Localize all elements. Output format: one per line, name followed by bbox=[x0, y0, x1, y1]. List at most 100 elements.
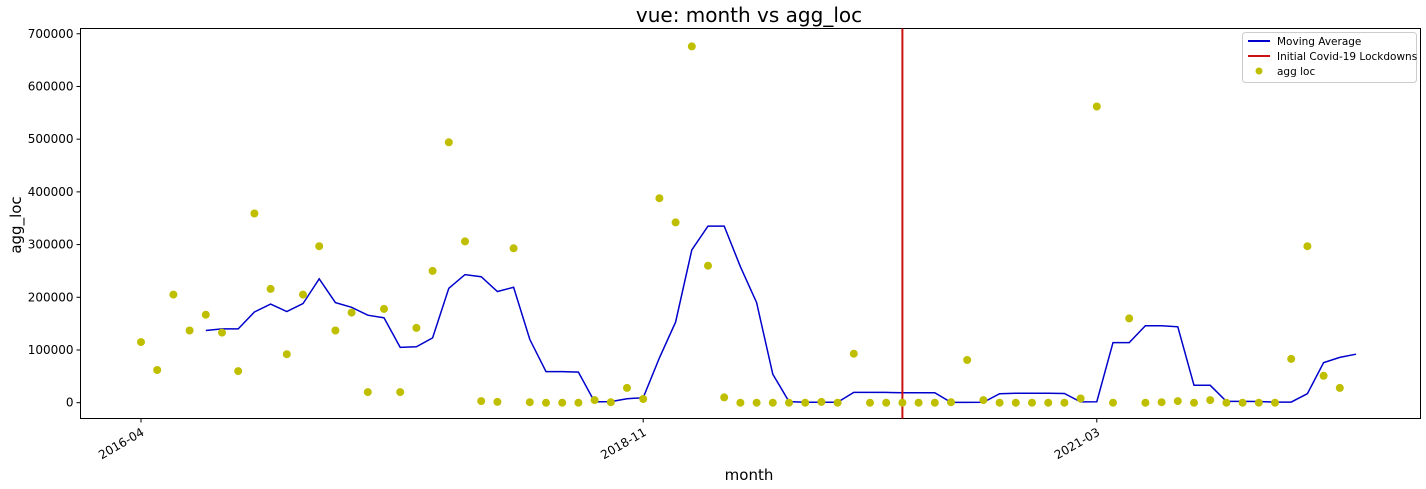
agg-loc-point bbox=[866, 398, 874, 407]
agg-loc-point bbox=[1092, 102, 1101, 111]
x-axis: 2016-04 2018-11 2021-03 bbox=[96, 418, 1102, 462]
x-tick-label: 2016-04 bbox=[96, 425, 146, 462]
agg-loc-point bbox=[736, 398, 745, 407]
legend-label: agg loc bbox=[1277, 66, 1315, 78]
agg-loc-point bbox=[477, 397, 486, 406]
agg-loc-point bbox=[1060, 398, 1069, 407]
agg-loc-point bbox=[428, 266, 437, 275]
agg-loc-point bbox=[1287, 354, 1296, 363]
agg-loc-point bbox=[655, 194, 664, 203]
agg-loc-point bbox=[947, 398, 955, 407]
y-axis-label: agg_loc bbox=[7, 196, 26, 253]
agg-loc-point bbox=[785, 398, 793, 407]
agg-loc-point bbox=[201, 310, 210, 319]
agg-loc-point bbox=[1044, 398, 1053, 407]
y-tick-label: 100000 bbox=[28, 343, 74, 357]
agg-loc-point bbox=[509, 244, 518, 253]
agg-loc-point bbox=[623, 383, 631, 392]
agg-loc-point bbox=[1173, 397, 1182, 406]
agg-loc-point bbox=[1222, 398, 1231, 407]
agg-loc-point bbox=[1335, 383, 1344, 392]
agg-loc-point bbox=[687, 42, 696, 51]
agg-loc-point bbox=[590, 396, 599, 405]
agg-loc-point bbox=[137, 338, 145, 347]
y-tick-label: 200000 bbox=[28, 290, 74, 304]
agg-loc-point bbox=[1011, 398, 1020, 407]
agg-loc-point bbox=[153, 366, 162, 374]
agg-loc-point bbox=[380, 304, 388, 313]
agg-loc-point bbox=[347, 308, 356, 317]
agg-loc-point bbox=[282, 350, 291, 359]
agg-loc-point bbox=[914, 398, 923, 407]
legend: Moving Average Initial Covid-19 Lockdowns… bbox=[1242, 32, 1417, 83]
agg-loc-point bbox=[542, 398, 550, 407]
legend-box bbox=[1242, 32, 1417, 83]
agg-loc-point bbox=[250, 209, 259, 218]
agg-loc-point bbox=[1141, 398, 1150, 407]
y-axis: 0 100000 200000 300000 400000 500000 600000 700… bbox=[28, 27, 81, 410]
y-tick-label: 500000 bbox=[28, 132, 74, 146]
agg-loc-point bbox=[299, 290, 307, 299]
agg-loc-point bbox=[979, 396, 988, 405]
agg-loc-point bbox=[1190, 398, 1198, 407]
x-axis-label: month bbox=[725, 466, 774, 484]
agg-loc-point bbox=[882, 398, 891, 407]
agg-loc-point bbox=[1157, 398, 1166, 407]
agg-loc-point bbox=[768, 398, 777, 407]
agg-loc-point bbox=[1303, 242, 1312, 251]
agg-loc-point bbox=[185, 326, 194, 335]
agg-loc-point bbox=[396, 388, 405, 397]
agg-loc-point bbox=[234, 367, 243, 376]
agg-loc-point bbox=[266, 284, 275, 293]
agg-loc-point bbox=[1238, 398, 1247, 407]
agg-loc-point bbox=[169, 290, 178, 299]
agg-loc-point bbox=[930, 398, 939, 407]
y-tick-label: 700000 bbox=[28, 27, 74, 41]
agg-loc-point bbox=[704, 261, 712, 270]
agg-loc-point bbox=[218, 328, 226, 337]
agg-loc-point bbox=[558, 398, 567, 407]
agg-loc-point bbox=[963, 356, 972, 364]
agg-loc-point bbox=[493, 397, 502, 406]
agg-loc-point bbox=[752, 398, 761, 407]
legend-label: Initial Covid-19 Lockdowns bbox=[1277, 51, 1417, 63]
plot-frame bbox=[80, 28, 1421, 419]
agg-loc-point bbox=[363, 388, 372, 397]
agg-loc-point bbox=[315, 242, 324, 251]
agg-loc-point bbox=[898, 398, 907, 407]
y-tick-label: 400000 bbox=[28, 185, 74, 199]
agg-loc-point bbox=[525, 398, 534, 407]
agg-loc-point bbox=[1076, 394, 1085, 403]
chart-title: vue: month vs agg_loc bbox=[636, 3, 862, 27]
agg-loc-point bbox=[1254, 398, 1263, 407]
agg-loc-point bbox=[833, 398, 842, 407]
agg-loc-point bbox=[1206, 396, 1215, 405]
legend-swatch bbox=[1255, 67, 1263, 75]
agg-loc-point bbox=[1125, 314, 1134, 323]
y-tick-label: 0 bbox=[66, 396, 74, 410]
agg-loc-point bbox=[1319, 371, 1328, 380]
agg-loc-point bbox=[639, 395, 648, 403]
agg-loc-point bbox=[331, 326, 340, 335]
agg-loc-point bbox=[671, 218, 680, 227]
agg-loc-point bbox=[995, 398, 1004, 407]
y-tick-label: 600000 bbox=[28, 79, 74, 93]
x-tick-label: 2021-03 bbox=[1052, 425, 1102, 462]
agg-loc-point bbox=[801, 398, 810, 407]
agg-loc-point bbox=[849, 349, 858, 358]
agg-loc-point bbox=[1109, 398, 1117, 407]
x-tick-label: 2018-11 bbox=[598, 425, 648, 462]
moving-average-line bbox=[205, 225, 1357, 404]
agg-loc-point bbox=[817, 397, 826, 406]
agg-loc-point bbox=[574, 398, 583, 407]
plot-area bbox=[137, 28, 1357, 419]
legend-label: Moving Average bbox=[1277, 36, 1361, 48]
agg-loc-point bbox=[444, 138, 453, 147]
agg-loc-point bbox=[1271, 398, 1279, 407]
agg-loc-point bbox=[461, 237, 469, 246]
agg-loc-point bbox=[606, 398, 615, 407]
agg-loc-point bbox=[720, 393, 729, 402]
agg-loc-point bbox=[1028, 398, 1036, 407]
agg-loc-point bbox=[412, 323, 421, 332]
